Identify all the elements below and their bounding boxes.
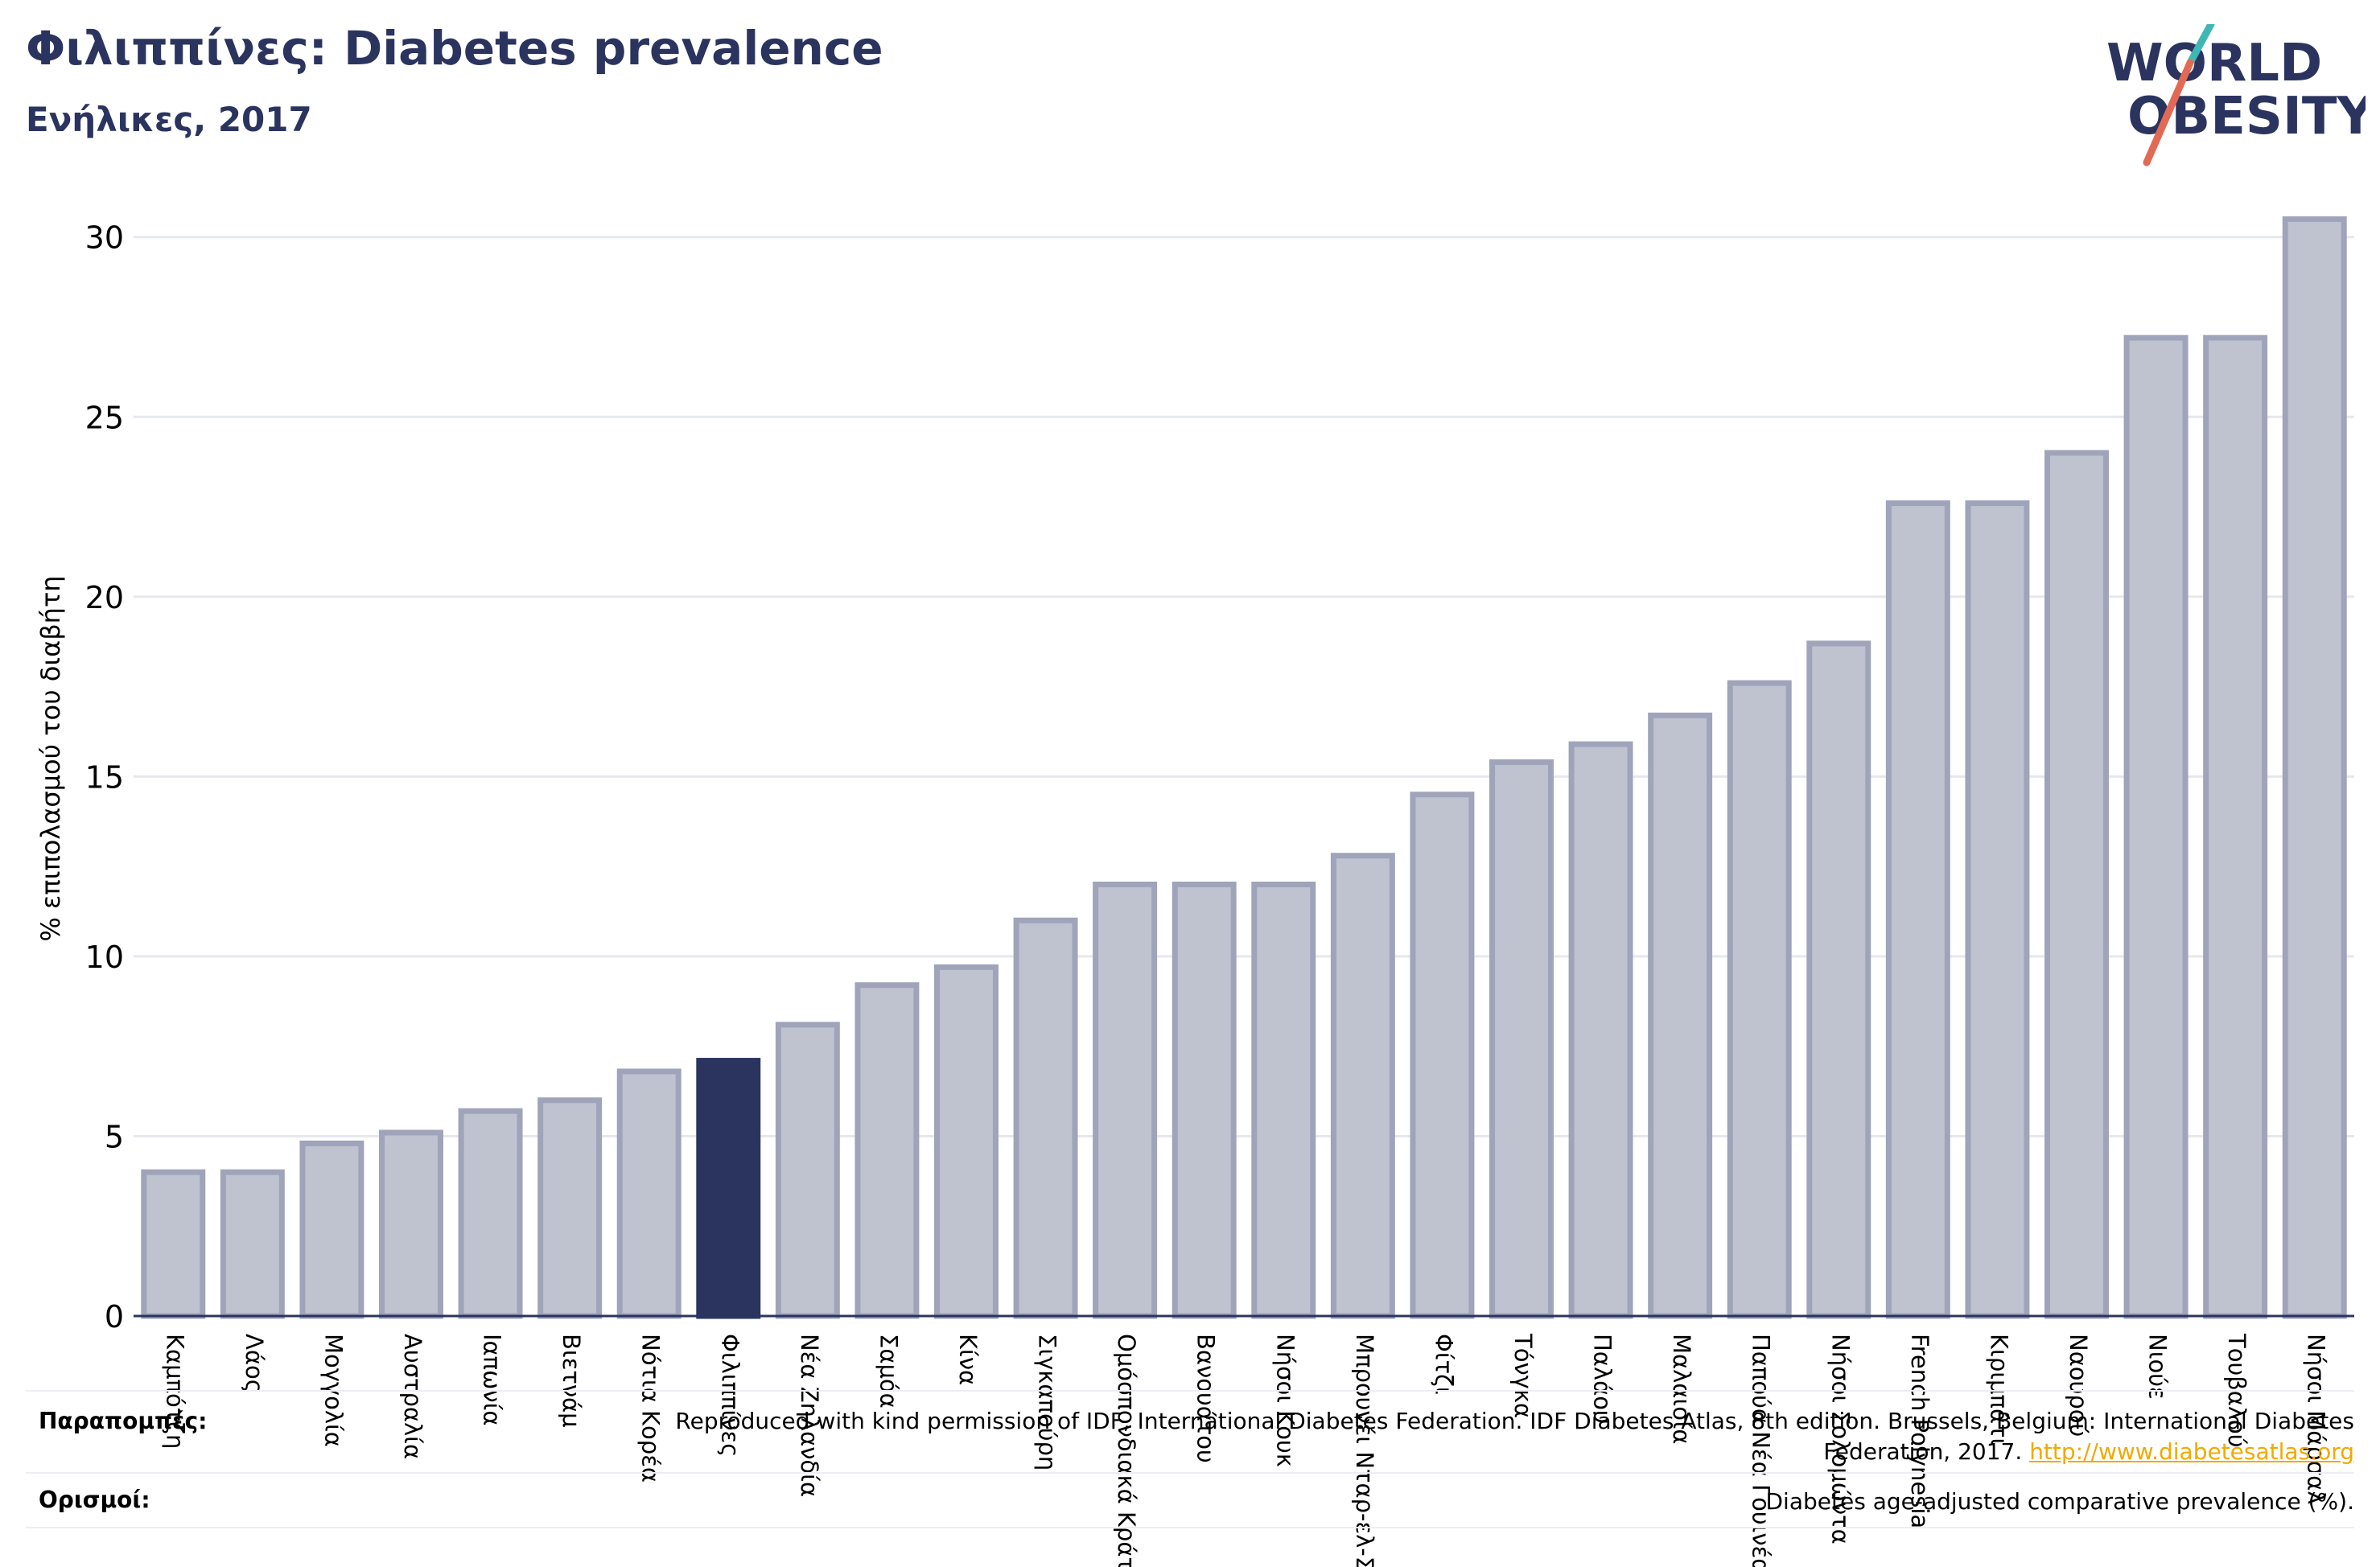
x-tick-label: Ναουρού (2065, 1334, 2092, 1437)
x-tick-label: Νιούε (2144, 1334, 2172, 1400)
references-label: Παραπομπές: (39, 1408, 208, 1434)
x-tick-label: Νήσοι Σολομώντα (1826, 1334, 1854, 1544)
bar (1568, 741, 1633, 1319)
bar (1885, 500, 1950, 1319)
bar (1410, 792, 1475, 1319)
x-tick-label: Νέα Ζηλανδία (796, 1334, 823, 1497)
y-tick-label: 10 (85, 940, 124, 975)
bar (934, 964, 999, 1319)
x-tick-label: Τόνγκα (1509, 1333, 1537, 1418)
bar (854, 982, 920, 1319)
x-tick-label: Νήσοι Μάρσαλ (2303, 1334, 2330, 1504)
bar (379, 1129, 443, 1319)
definitions-row: Ορισμοί: Diabetes age-adjusted comparati… (26, 1487, 2354, 1527)
x-tick-label: Νότια Κορέα (637, 1334, 665, 1483)
logo-slash-top (2186, 24, 2215, 67)
logo-text-world: WORLD (2106, 34, 2322, 93)
y-tick-label: 0 (105, 1299, 124, 1335)
y-tick-label: 5 (105, 1119, 124, 1154)
logo-slash-bottom (2143, 59, 2194, 167)
y-tick-label: 15 (85, 759, 124, 795)
bar (1489, 759, 1554, 1319)
x-tick-label: Σαμόα (875, 1334, 902, 1409)
world-obesity-logo: WORLD OBESITY (2106, 24, 2366, 167)
y-tick-label: 30 (85, 220, 124, 256)
bar (141, 1169, 206, 1319)
bar (1013, 917, 1078, 1319)
bar (1330, 853, 1395, 1319)
x-tick-label: Φιλιππίνες (716, 1334, 743, 1457)
definitions-text: Diabetes age-adjusted comparative preval… (1765, 1488, 2355, 1515)
x-tick-label: Ιαπωνία (479, 1334, 506, 1426)
bar (458, 1108, 523, 1319)
references-row: Παραπομπές: Reproduced with kind permiss… (26, 1403, 2354, 1475)
bar (2203, 335, 2268, 1319)
bar (220, 1169, 285, 1319)
footer-rule-top (26, 1390, 2354, 1392)
x-tick-label: Βιετνάμ (558, 1334, 585, 1428)
bar (2044, 450, 2109, 1319)
x-tick-label: Βανουάτου (1192, 1334, 1220, 1463)
references-link[interactable]: http://www.diabetesatlas.org (2029, 1438, 2354, 1465)
footer-rule-middle (26, 1472, 2354, 1474)
y-tick-label: 25 (85, 400, 124, 435)
bar (299, 1140, 364, 1319)
x-tick-label: Νήσοι Κουκ (1271, 1334, 1299, 1467)
bar (775, 1022, 840, 1319)
bar (1251, 881, 1316, 1319)
x-tick-label: Λάος (241, 1334, 268, 1393)
x-tick-label: Φίτζι (1430, 1334, 1457, 1395)
bar-highlight (696, 1058, 761, 1319)
bar (1727, 680, 1792, 1319)
bar (1171, 881, 1237, 1319)
bar (1806, 640, 1871, 1319)
bar (616, 1068, 681, 1319)
definitions-label: Ορισμοί: (39, 1487, 150, 1513)
x-tick-label: French Polynesia (1906, 1334, 1933, 1528)
x-tick-label: Αυστραλία (399, 1334, 426, 1459)
footer-rule-bottom (26, 1527, 2354, 1528)
bar (1648, 712, 1713, 1319)
references-citation: Reproduced with kind permission of IDF, … (675, 1408, 2354, 1465)
x-tick-label: Σιγκαπούρη (1034, 1334, 1061, 1470)
y-axis-label: % επιπολασμού του διαβήτη (35, 575, 66, 941)
chart-title: Φιλιππίνες: Diabetes prevalence (26, 21, 883, 76)
x-tick-label: Κίνα (954, 1334, 982, 1385)
x-tick-label: Παλάου (1589, 1334, 1616, 1424)
x-tick-label: Μαλαισία (1668, 1334, 1695, 1445)
bar (537, 1097, 603, 1319)
bar (2282, 216, 2347, 1319)
bar (1093, 881, 1158, 1319)
chart-subtitle: Ενήλικες, 2017 (26, 100, 312, 139)
x-tick-label: Κιριμπάτι (1985, 1334, 2012, 1446)
bar (2123, 335, 2189, 1319)
references-text: Reproduced with kind permission of IDF, … (632, 1406, 2354, 1467)
bar (1965, 500, 2030, 1319)
y-tick-label: 20 (85, 580, 124, 615)
